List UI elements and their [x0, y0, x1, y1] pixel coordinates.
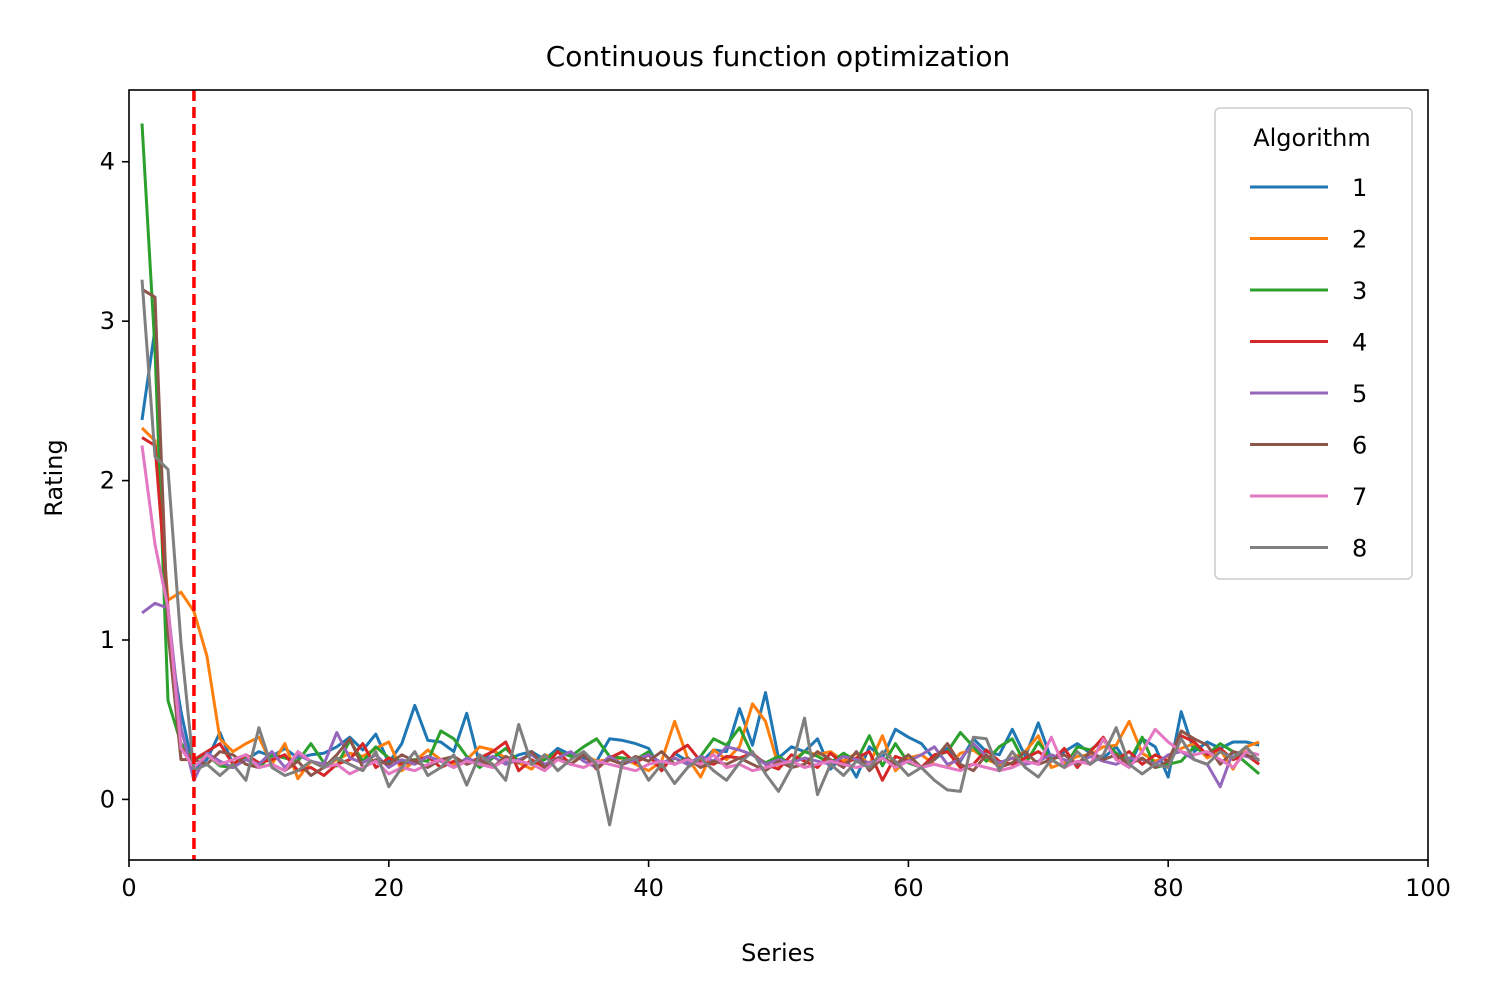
- y-tick-label: 3: [100, 307, 115, 335]
- x-tick-label: 40: [633, 874, 664, 902]
- x-axis-ticks: 0 20 40 60 80 100: [121, 860, 1451, 902]
- plot-frame: [128, 89, 1429, 861]
- series-line-6: [141, 288, 1260, 777]
- legend-label-8: 8: [1352, 535, 1367, 563]
- legend-label-5: 5: [1352, 380, 1367, 408]
- legend-label-6: 6: [1352, 432, 1367, 460]
- chart-title: Continuous function optimization: [546, 40, 1011, 73]
- y-axis-ticks: 0 1 2 3 4: [100, 148, 129, 813]
- x-axis-label: Series: [741, 939, 815, 967]
- legend-label-4: 4: [1352, 329, 1367, 357]
- y-axis-label: Rating: [40, 439, 68, 516]
- series-line-1: [140, 327, 1260, 779]
- legend-label-2: 2: [1352, 226, 1367, 254]
- x-tick-label: 80: [1153, 874, 1184, 902]
- legend-label-7: 7: [1352, 483, 1367, 511]
- series-line-2: [140, 426, 1260, 781]
- y-tick-label: 1: [100, 626, 115, 654]
- legend-label-3: 3: [1352, 277, 1367, 305]
- series-line-7: [140, 445, 1260, 776]
- y-tick-label: 2: [100, 467, 115, 495]
- series-line-8: [140, 279, 1261, 827]
- x-tick-label: 20: [374, 874, 405, 902]
- legend: Algorithm 1 2 3 4 5 6 7 8: [1214, 107, 1413, 580]
- x-tick-label: 0: [121, 874, 136, 902]
- series-line-4: [141, 436, 1260, 782]
- legend-label-1: 1: [1352, 174, 1367, 202]
- x-tick-label: 100: [1405, 874, 1451, 902]
- y-tick-label: 4: [100, 148, 115, 176]
- x-tick-label: 60: [893, 874, 924, 902]
- legend-entries: 1 2 3 4 5 6 7 8: [1250, 174, 1367, 563]
- legend-title: Algorithm: [1253, 124, 1371, 152]
- legend-box: [1214, 107, 1413, 580]
- plot-lines: [140, 123, 1261, 827]
- y-tick-label: 0: [100, 785, 115, 813]
- series-line-3: [140, 123, 1261, 776]
